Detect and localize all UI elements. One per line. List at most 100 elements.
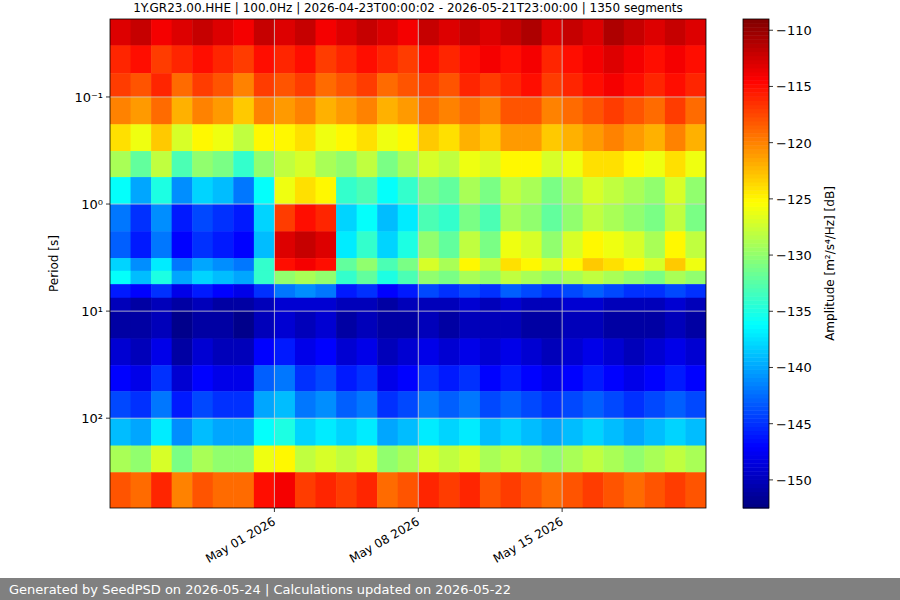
heatmap-cell xyxy=(624,271,645,285)
heatmap-cell xyxy=(274,258,295,271)
heatmap-cell xyxy=(192,391,213,418)
heatmap-cell xyxy=(131,19,152,46)
heatmap-cell xyxy=(357,231,378,258)
heatmap-cell xyxy=(562,177,583,204)
heatmap xyxy=(110,19,706,508)
heatmap-cell xyxy=(377,446,398,473)
colorbar-step xyxy=(743,202,769,207)
heatmap-cell xyxy=(439,284,460,298)
heatmap-cell xyxy=(336,177,357,204)
x-tick-label: May 08 2026 xyxy=(347,514,422,565)
heatmap-cell xyxy=(274,365,295,392)
heatmap-cell xyxy=(377,472,398,508)
heatmap-cell xyxy=(377,124,398,151)
heatmap-cell xyxy=(583,284,604,298)
heatmap-cell xyxy=(480,298,501,312)
colorbar-tick xyxy=(769,423,773,424)
colorbar-tick xyxy=(769,255,773,256)
colorbar-step xyxy=(743,500,769,505)
heatmap-cell xyxy=(459,472,480,508)
heatmap-cell xyxy=(418,258,439,271)
heatmap-cell xyxy=(172,284,193,298)
heatmap-cell xyxy=(398,284,419,298)
colorbar-step xyxy=(743,475,769,480)
heatmap-cell xyxy=(357,151,378,178)
heatmap-cell xyxy=(295,311,316,339)
heatmap-cell xyxy=(624,45,645,73)
colorbar-step xyxy=(743,182,769,187)
colorbar-step xyxy=(743,60,769,65)
heatmap-cell xyxy=(480,271,501,285)
grid-line xyxy=(418,19,419,508)
heatmap-cell xyxy=(192,338,213,365)
heatmap-cell xyxy=(172,204,193,232)
colorbar-tick-label: −125 xyxy=(776,192,812,207)
heatmap-cell xyxy=(357,365,378,392)
colorbar-step xyxy=(743,68,769,73)
colorbar-step xyxy=(743,27,769,32)
colorbar-step xyxy=(743,406,769,411)
heatmap-cell xyxy=(254,284,275,298)
heatmap-cell xyxy=(316,258,337,271)
heatmap-cell xyxy=(459,418,480,446)
heatmap-cell xyxy=(254,271,275,285)
colorbar-step xyxy=(743,149,769,154)
heatmap-cell xyxy=(110,271,131,285)
heatmap-cell xyxy=(131,338,152,365)
heatmap-cell xyxy=(274,446,295,473)
colorbar-step xyxy=(743,105,769,110)
heatmap-cell xyxy=(542,338,563,365)
colorbar-step xyxy=(743,374,769,379)
heatmap-cell xyxy=(459,311,480,339)
heatmap-cell xyxy=(233,19,254,46)
heatmap-cell xyxy=(665,45,686,73)
heatmap-cell xyxy=(357,177,378,204)
heatmap-cell xyxy=(542,19,563,46)
heatmap-cell xyxy=(357,73,378,97)
heatmap-cell xyxy=(624,19,645,46)
heatmap-cell xyxy=(685,231,706,258)
heatmap-cell xyxy=(336,231,357,258)
heatmap-cell xyxy=(336,19,357,46)
heatmap-cell xyxy=(685,284,706,298)
heatmap-cell xyxy=(274,231,295,258)
heatmap-cell xyxy=(480,365,501,392)
heatmap-cell xyxy=(521,204,542,232)
colorbar-step xyxy=(743,471,769,476)
colorbar-step xyxy=(743,153,769,158)
heatmap-cell xyxy=(295,204,316,232)
heatmap-cell xyxy=(172,124,193,151)
heatmap-cell xyxy=(377,97,398,125)
heatmap-cell xyxy=(500,45,521,73)
heatmap-cell xyxy=(603,177,624,204)
heatmap-cell xyxy=(603,204,624,232)
heatmap-cell xyxy=(131,365,152,392)
heatmap-cell xyxy=(233,338,254,365)
heatmap-cell xyxy=(151,472,172,508)
colorbar-step xyxy=(743,255,769,260)
heatmap-cell xyxy=(644,97,665,125)
heatmap-cell xyxy=(624,231,645,258)
heatmap-cell xyxy=(192,446,213,473)
heatmap-cell xyxy=(151,97,172,125)
heatmap-cell xyxy=(459,204,480,232)
heatmap-cell xyxy=(685,446,706,473)
heatmap-cell xyxy=(459,365,480,392)
heatmap-cell xyxy=(131,204,152,232)
heatmap-cell xyxy=(336,204,357,232)
heatmap-cell xyxy=(316,151,337,178)
grid-line xyxy=(110,96,706,97)
heatmap-cell xyxy=(500,391,521,418)
heatmap-cell xyxy=(398,298,419,312)
heatmap-cell xyxy=(521,284,542,298)
colorbar-step xyxy=(743,31,769,36)
colorbar-step xyxy=(743,333,769,338)
heatmap-cell xyxy=(624,73,645,97)
heatmap-cell xyxy=(542,418,563,446)
heatmap-cell xyxy=(500,271,521,285)
colorbar-step xyxy=(743,162,769,167)
heatmap-cell xyxy=(274,271,295,285)
heatmap-cell xyxy=(480,311,501,339)
y-tick xyxy=(106,311,110,312)
heatmap-cell xyxy=(685,472,706,508)
